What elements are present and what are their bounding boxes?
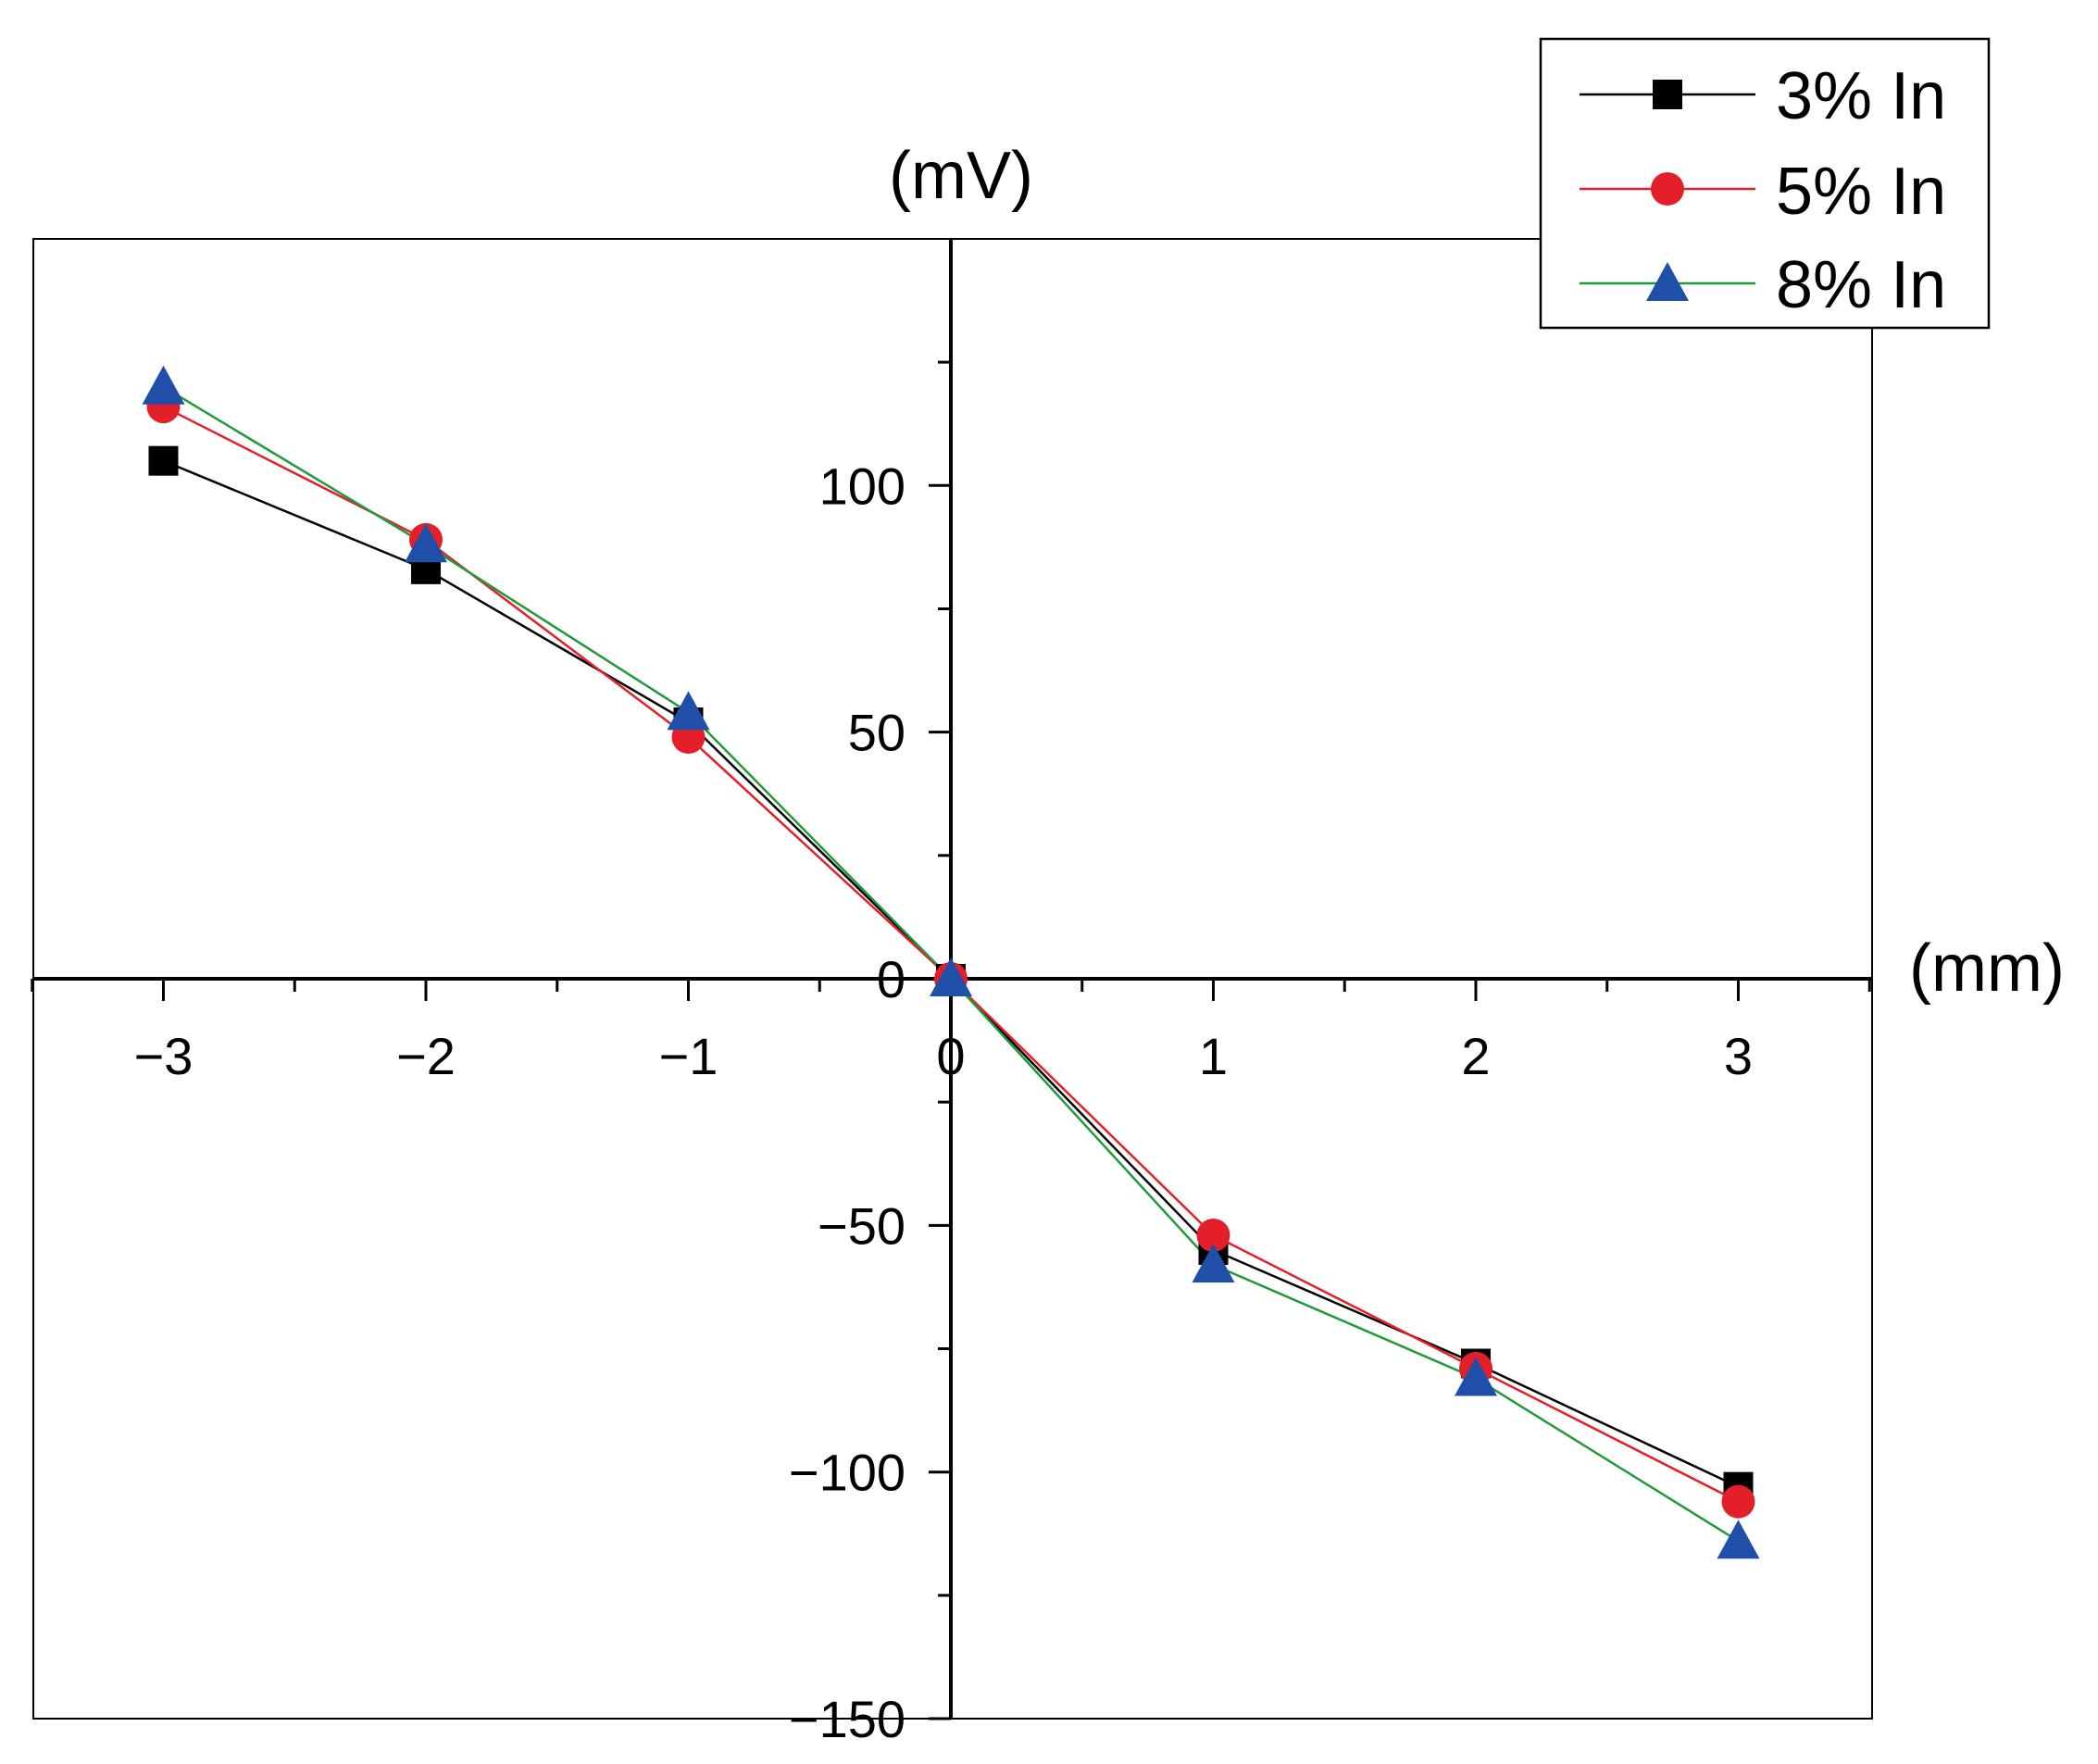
data-point-series-3	[667, 691, 710, 731]
legend-marker-2	[1651, 172, 1684, 206]
legend-label-3pct: 3% In	[1776, 59, 1946, 133]
data-point-series-3	[405, 523, 447, 563]
data-point-series-2	[1196, 1219, 1230, 1253]
y-tick-label: 50	[848, 704, 905, 762]
data-point-series-3	[1717, 1520, 1760, 1559]
x-tick-label: −3	[134, 1027, 194, 1085]
legend-frame	[1539, 37, 1991, 330]
series-layer	[142, 365, 1760, 1559]
legend-label-8pct: 8% In	[1776, 248, 1946, 322]
y-tick-label: 100	[819, 457, 905, 515]
data-point-series-1	[148, 445, 179, 476]
legend-label-5pct: 5% In	[1776, 155, 1946, 229]
x-tick-label: 1	[1199, 1027, 1228, 1085]
legend: 3% In 5% In 8% In	[1539, 37, 1991, 330]
data-point-series-3	[142, 365, 185, 405]
x-tick-label: 2	[1461, 1027, 1490, 1085]
y-tick-label: 0	[877, 950, 905, 1008]
y-axis-label: (mV)	[889, 139, 1033, 213]
y-tick-label: −50	[818, 1196, 905, 1255]
data-point-series-3	[1192, 1243, 1235, 1282]
x-tick-label: −2	[396, 1027, 456, 1085]
axes: −3 −2 −1 0 1 2 3 −150 −100 −50 0 50 100	[31, 239, 1872, 1748]
data-point-series-3	[1455, 1357, 1497, 1396]
data-point-series-2	[1721, 1484, 1755, 1519]
y-tick-label: −100	[789, 1444, 905, 1502]
x-axis-label: (mm)	[1909, 932, 2065, 1006]
x-tick-label: 0	[936, 1027, 965, 1085]
data-point-series-3	[930, 957, 972, 996]
legend-marker-1	[1653, 80, 1682, 109]
y-tick-label: −150	[789, 1690, 905, 1748]
x-tick-label: 3	[1724, 1027, 1753, 1085]
legend-marker-3	[1646, 262, 1689, 301]
x-tick-label: −1	[659, 1027, 718, 1085]
